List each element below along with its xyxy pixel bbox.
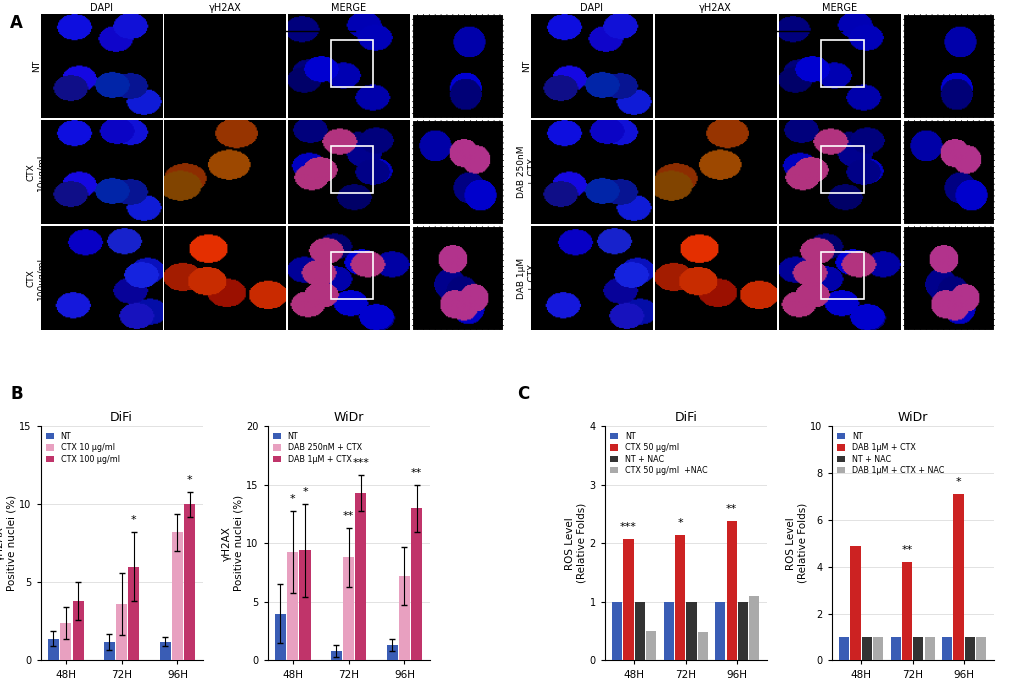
Title: DAPI: DAPI [90,3,113,13]
Bar [185,504,196,660]
Y-axis label: CTX
10μg/ml: CTX 10μg/ml [26,153,46,191]
Bar [635,602,645,660]
Text: *: * [131,515,137,526]
Title: WiDr: WiDr [334,411,364,424]
Text: **: ** [411,468,423,477]
Bar [103,642,115,660]
Bar [715,602,725,660]
Text: **: ** [726,504,737,514]
Y-axis label: NT: NT [31,60,41,72]
Text: *: * [956,477,961,487]
Text: *: * [677,517,682,528]
Bar [172,533,183,660]
Bar [698,632,708,660]
Y-axis label: γH2AX
Positive nuclei (%): γH2AX Positive nuclei (%) [0,495,16,592]
Legend: NT, DAB 1μM + CTX, NT + NAC, DAB 1μM + CTX + NAC: NT, DAB 1μM + CTX, NT + NAC, DAB 1μM + C… [836,430,946,477]
Legend: NT, DAB 250nM + CTX, DAB 1μM + CTX: NT, DAB 250nM + CTX, DAB 1μM + CTX [272,430,363,465]
Text: **: ** [901,545,913,555]
Bar [942,637,952,660]
Bar [839,637,849,660]
Text: B: B [10,385,22,403]
Title: γH2AX: γH2AX [209,3,241,13]
Bar [646,631,656,660]
Title: DiFi: DiFi [111,411,133,424]
Legend: NT, CTX 10 μg/ml, CTX 100 μg/ml: NT, CTX 10 μg/ml, CTX 100 μg/ml [45,430,122,465]
Bar [925,637,935,660]
Legend: NT, CTX 50 μg/ml, NT + NAC, CTX 50 μg/ml  +NAC: NT, CTX 50 μg/ml, NT + NAC, CTX 50 μg/ml… [608,430,709,477]
Bar [964,637,975,660]
Text: ***: *** [620,522,637,532]
Bar [48,638,59,660]
Bar [749,596,759,660]
Text: C: C [517,385,529,403]
Bar [343,557,354,660]
Y-axis label: ROS Level
(Relative Folds): ROS Level (Relative Folds) [565,503,587,583]
Bar [299,550,310,660]
Bar [287,552,298,660]
Bar [901,562,913,660]
Title: WiDr: WiDr [897,411,928,424]
Bar [129,567,140,660]
Y-axis label: DAB 1μM
+ CTX: DAB 1μM + CTX [517,257,536,299]
Text: *: * [187,475,193,485]
Bar [675,535,685,660]
Bar [953,494,963,660]
Title: MERGE: MERGE [332,3,367,13]
Bar [862,637,872,660]
Title: MERGE: MERGE [822,3,857,13]
Bar [399,576,410,660]
Text: A: A [10,14,23,32]
Y-axis label: NT: NT [522,60,531,72]
Bar [411,508,422,660]
Bar [726,521,737,660]
Bar [355,493,366,660]
Bar [686,602,697,660]
Y-axis label: γH2AX
Positive nuclei (%): γH2AX Positive nuclei (%) [222,495,243,592]
Bar [116,604,127,660]
Bar [386,645,397,660]
Text: *: * [290,493,295,504]
Y-axis label: CTX
100μg/ml: CTX 100μg/ml [26,257,46,299]
Text: ***: *** [353,458,369,469]
Title: DAPI: DAPI [580,3,603,13]
Bar [663,602,674,660]
Y-axis label: DAB 250nM
+ CTX: DAB 250nM + CTX [517,146,536,198]
Bar [914,637,924,660]
Bar [976,637,987,660]
Bar [60,623,71,660]
Text: *: * [302,486,308,497]
Bar [275,614,286,660]
Bar [331,651,342,660]
Bar [851,546,861,660]
Bar [73,601,83,660]
Bar [873,637,883,660]
Bar [624,539,634,660]
Title: DiFi: DiFi [674,411,698,424]
Y-axis label: ROS Level
(Relative Folds): ROS Level (Relative Folds) [786,503,807,583]
Title: γH2AX: γH2AX [700,3,732,13]
Bar [738,602,748,660]
Text: **: ** [343,511,354,521]
Bar [890,637,900,660]
Bar [159,642,170,660]
Text: 96H: 96H [251,18,276,31]
Text: 96H: 96H [738,18,763,31]
Bar [612,602,623,660]
